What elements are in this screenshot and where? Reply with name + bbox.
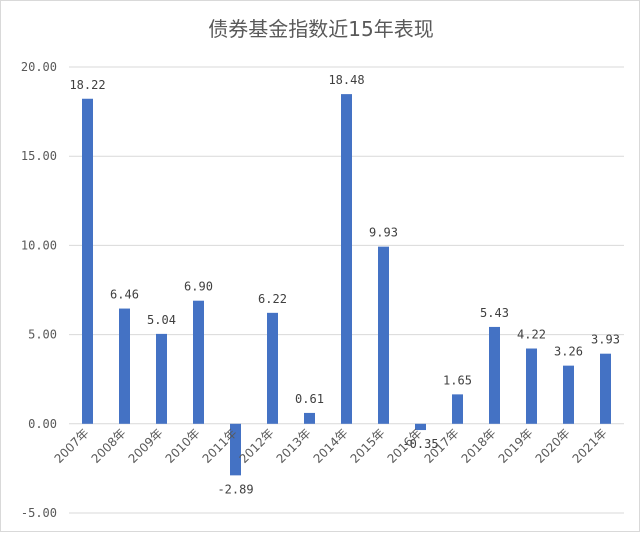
data-label: 6.46 [110,288,139,302]
bar [452,394,463,424]
bar [304,412,315,424]
data-label: 4.22 [517,328,546,342]
bar [267,312,278,424]
data-label: 18.22 [69,78,105,92]
data-label: 9.93 [369,226,398,240]
bar [156,333,167,424]
data-label: 6.90 [184,280,213,294]
bar [119,308,130,424]
y-tick-label: 15.00 [21,149,57,163]
data-label: -0.35 [402,437,438,451]
data-label: -2.89 [217,482,253,496]
x-tick-label: 2021年 [570,426,610,466]
bar [193,300,204,424]
bar [82,98,93,424]
bar [600,353,611,424]
x-tick-label: 2015年 [348,426,388,466]
data-label: 3.26 [554,345,583,359]
y-tick-label: 5.00 [28,328,57,342]
data-label: 18.48 [328,73,364,87]
x-tick-label: 2013年 [274,426,314,466]
chart-title: 债券基金指数近15年表现 [208,17,434,41]
bar [489,326,500,424]
data-label: 3.93 [591,333,620,347]
bar [378,246,389,424]
bar [341,94,352,424]
y-tick-label: 20.00 [21,60,57,74]
data-label: 5.43 [480,306,509,320]
data-label: 6.22 [258,292,287,306]
y-tick-label: -5.00 [21,506,57,520]
bar [415,423,426,431]
x-tick-label: 2007年 [52,426,92,466]
x-tick-label: 2010年 [163,426,203,466]
bar [563,365,574,424]
x-tick-label: 2009年 [126,426,166,466]
x-tick-label: 2014年 [311,426,351,466]
x-tick-label: 2018年 [459,426,499,466]
y-tick-label: 10.00 [21,238,57,252]
data-label: 0.61 [295,392,324,406]
x-tick-label: 2019年 [496,426,536,466]
x-tick-label: 2008年 [89,426,129,466]
bar [526,348,537,424]
x-tick-label: 2020年 [533,426,573,466]
y-tick-label: 0.00 [28,417,57,431]
bar [230,423,241,476]
data-label: 1.65 [443,373,472,387]
data-label: 5.04 [147,313,176,327]
x-tick-label: 2012年 [237,426,277,466]
